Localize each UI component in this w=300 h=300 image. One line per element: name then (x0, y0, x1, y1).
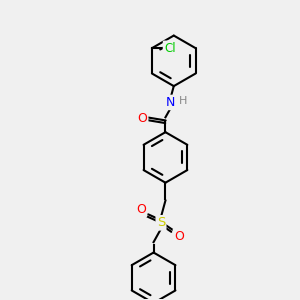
Text: O: O (136, 203, 146, 216)
Text: H: H (179, 96, 188, 106)
Text: N: N (166, 96, 176, 109)
Text: Cl: Cl (164, 42, 176, 55)
Text: S: S (157, 216, 165, 229)
Text: O: O (137, 112, 147, 125)
Text: O: O (174, 230, 184, 243)
